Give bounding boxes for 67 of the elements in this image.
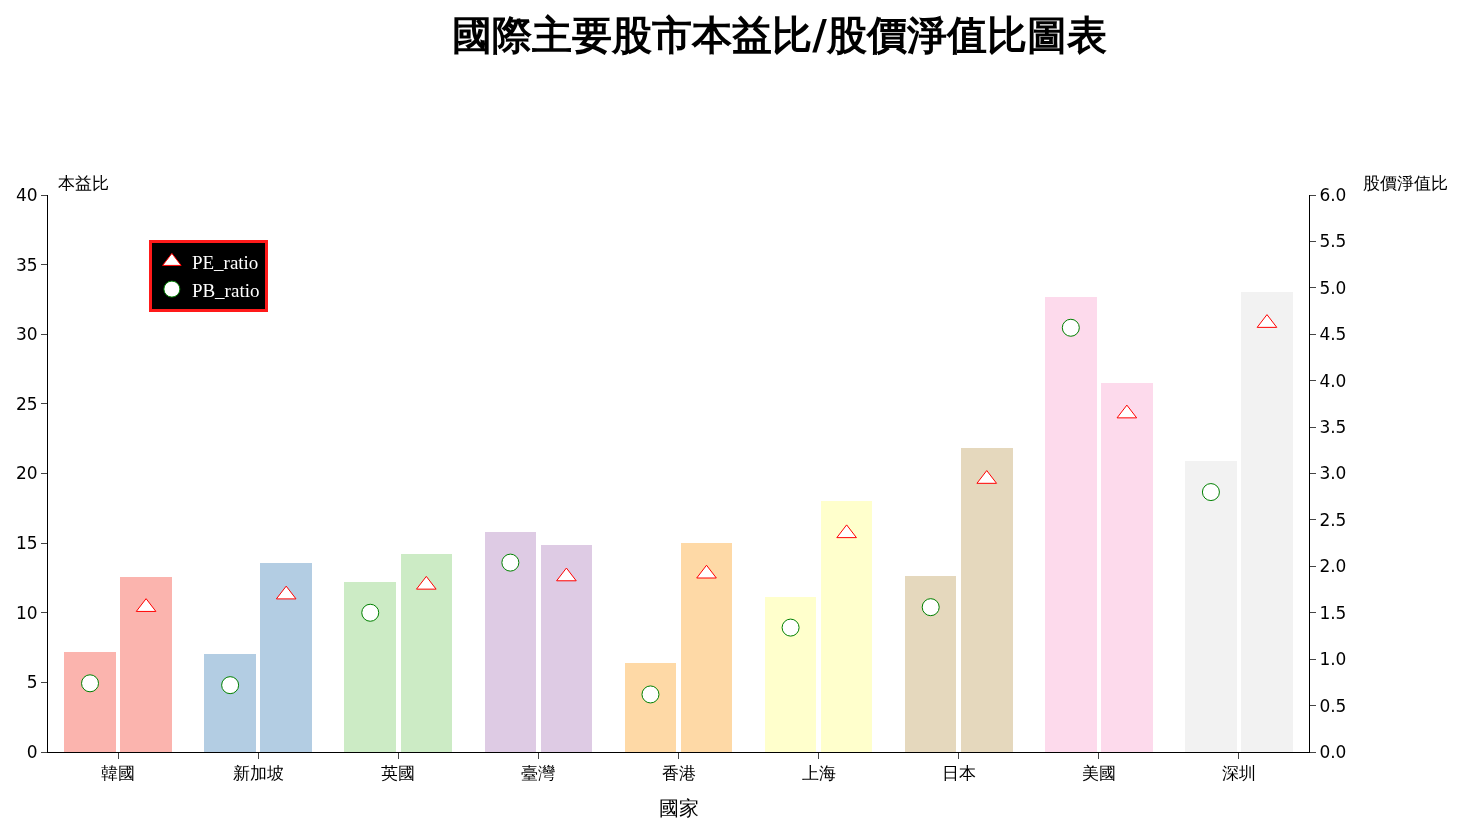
point — [781, 618, 800, 637]
point — [921, 598, 940, 617]
y2-tick-label: 3.0 — [1319, 463, 1347, 484]
bar — [1241, 292, 1293, 752]
bar — [625, 663, 676, 752]
y2-tick-label: 0.0 — [1319, 741, 1347, 762]
y2-tick-label: 2.0 — [1319, 556, 1347, 577]
point — [221, 676, 240, 695]
y2-tick-label: 0.5 — [1319, 695, 1347, 716]
y2-tick-label: 4.5 — [1319, 324, 1347, 345]
point — [641, 685, 660, 704]
bar — [1045, 297, 1097, 752]
legend-label: PB_ratio — [191, 279, 260, 301]
y2-tick-label: 4.0 — [1319, 370, 1347, 391]
x-tick-label: 美國 — [1081, 763, 1116, 784]
y2-tick-label: 5.5 — [1319, 231, 1347, 252]
bar — [204, 654, 256, 752]
bar — [401, 554, 452, 752]
y-tick-label: 5 — [26, 672, 38, 693]
point — [836, 524, 857, 539]
point — [81, 674, 100, 693]
y-tick-label: 10 — [15, 602, 38, 623]
bar — [1101, 383, 1153, 752]
x-axis-title: 國家 — [658, 795, 699, 820]
point — [1061, 318, 1080, 337]
y-tick-label: 25 — [15, 393, 38, 414]
y2-tick-label: 2.5 — [1319, 509, 1347, 530]
bar — [64, 652, 116, 752]
x-tick-label: 日本 — [941, 763, 976, 784]
point — [501, 553, 520, 572]
y2-tick-label: 5.0 — [1319, 277, 1347, 298]
bar — [905, 576, 956, 752]
bar — [541, 545, 592, 752]
y2-tick-label: 3.5 — [1319, 417, 1347, 438]
x-tick-label: 韓國 — [101, 763, 136, 784]
y2-tick-label: 1.0 — [1319, 649, 1347, 670]
y-tick-label: 35 — [15, 254, 38, 275]
y-tick-label: 40 — [15, 184, 38, 205]
x-tick-label: 深圳 — [1221, 763, 1256, 784]
y-tick-label: 0 — [26, 741, 38, 762]
y-tick-label: 30 — [15, 324, 38, 345]
y2-axis-title: 股價淨值比 — [1363, 173, 1448, 193]
bar — [961, 448, 1013, 752]
point — [1201, 483, 1220, 502]
bar — [821, 501, 872, 752]
bar — [344, 582, 396, 752]
x-tick-label: 臺灣 — [521, 763, 556, 784]
x-tick-label: 香港 — [661, 763, 696, 784]
bar — [485, 532, 536, 752]
bar — [120, 577, 172, 752]
y-tick-label: 20 — [15, 463, 38, 484]
bar — [1185, 461, 1237, 752]
y2-tick-label: 6.0 — [1319, 184, 1347, 205]
y2-tick-label: 1.5 — [1319, 602, 1347, 623]
point — [556, 567, 577, 582]
x-tick-label: 新加坡 — [232, 763, 284, 784]
bar — [260, 563, 312, 752]
x-tick-label: 上海 — [801, 763, 836, 784]
bar — [765, 597, 816, 752]
x-tick-label: 英國 — [381, 763, 416, 784]
chart-title: 國際主要股市本益比/股價淨值比圖表 — [452, 11, 1107, 58]
bar — [681, 543, 732, 752]
point — [696, 564, 717, 579]
y-axis-title: 本益比 — [58, 173, 109, 193]
y-tick-label: 15 — [15, 533, 38, 554]
point — [361, 603, 380, 622]
legend-label: PE_ratio — [191, 251, 259, 273]
